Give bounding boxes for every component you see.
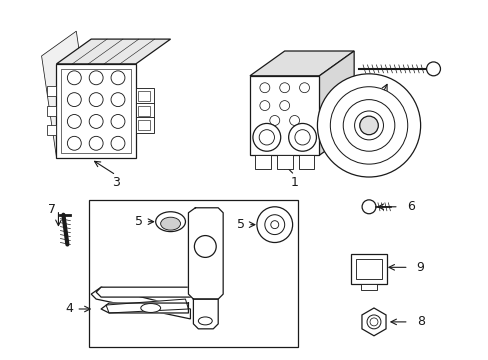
Circle shape [269, 116, 279, 125]
Bar [360, 284, 376, 290]
Text: 5: 5 [135, 215, 142, 228]
Circle shape [111, 93, 124, 107]
Circle shape [361, 200, 375, 214]
Circle shape [89, 136, 103, 150]
Circle shape [195, 239, 215, 260]
Bar [89, 200, 297, 347]
Text: 5: 5 [237, 218, 244, 231]
Bar [249, 76, 319, 155]
Text: 7: 7 [47, 203, 55, 216]
Ellipse shape [141, 303, 161, 312]
Bar [298, 155, 314, 169]
Circle shape [89, 114, 103, 129]
Bar [350, 255, 386, 284]
Circle shape [111, 71, 124, 85]
Bar [46, 125, 56, 135]
Circle shape [252, 123, 280, 151]
Ellipse shape [155, 212, 185, 231]
Circle shape [111, 136, 124, 150]
Circle shape [270, 221, 278, 229]
Circle shape [259, 100, 269, 111]
Bar [254, 155, 270, 169]
Polygon shape [319, 51, 353, 155]
Circle shape [194, 235, 216, 257]
Circle shape [330, 87, 407, 164]
Circle shape [279, 100, 289, 111]
Polygon shape [190, 210, 220, 297]
Text: 3: 3 [112, 176, 120, 189]
Text: 2: 2 [374, 102, 382, 115]
Circle shape [317, 74, 420, 177]
Polygon shape [41, 31, 91, 157]
Bar [138, 121, 149, 130]
Circle shape [299, 83, 309, 93]
Circle shape [264, 215, 284, 235]
Bar [136, 103, 153, 118]
Ellipse shape [161, 217, 180, 230]
Bar [355, 260, 381, 279]
Circle shape [89, 93, 103, 107]
Bar [276, 155, 292, 169]
Polygon shape [106, 299, 188, 313]
Polygon shape [101, 303, 188, 313]
Circle shape [426, 62, 440, 76]
Circle shape [369, 318, 377, 326]
Circle shape [279, 83, 289, 93]
Text: 9: 9 [416, 261, 424, 274]
Polygon shape [96, 287, 205, 297]
Circle shape [67, 114, 81, 129]
Polygon shape [188, 208, 223, 299]
Bar [136, 88, 153, 104]
Circle shape [111, 114, 124, 129]
Bar [138, 105, 149, 116]
Circle shape [359, 116, 378, 135]
Text: 6: 6 [406, 200, 414, 213]
Bar [56, 64, 136, 158]
Circle shape [259, 83, 269, 93]
Bar [61, 69, 131, 153]
Bar [46, 86, 56, 96]
Polygon shape [193, 299, 218, 329]
Circle shape [67, 93, 81, 107]
Polygon shape [91, 287, 190, 319]
Circle shape [288, 123, 316, 151]
Bar [136, 117, 153, 133]
Circle shape [89, 71, 103, 85]
Bar [138, 91, 149, 100]
Circle shape [289, 116, 299, 125]
Text: 1: 1 [290, 176, 298, 189]
Polygon shape [249, 51, 353, 76]
Circle shape [256, 207, 292, 243]
Polygon shape [56, 39, 170, 64]
Circle shape [294, 130, 309, 145]
Ellipse shape [198, 317, 212, 325]
Circle shape [67, 71, 81, 85]
Polygon shape [361, 308, 385, 336]
Bar [46, 105, 56, 116]
Text: 4: 4 [65, 302, 73, 315]
Circle shape [354, 111, 383, 140]
Text: 8: 8 [416, 315, 424, 328]
Circle shape [259, 130, 274, 145]
Circle shape [67, 136, 81, 150]
Circle shape [343, 100, 394, 151]
Circle shape [366, 315, 380, 329]
